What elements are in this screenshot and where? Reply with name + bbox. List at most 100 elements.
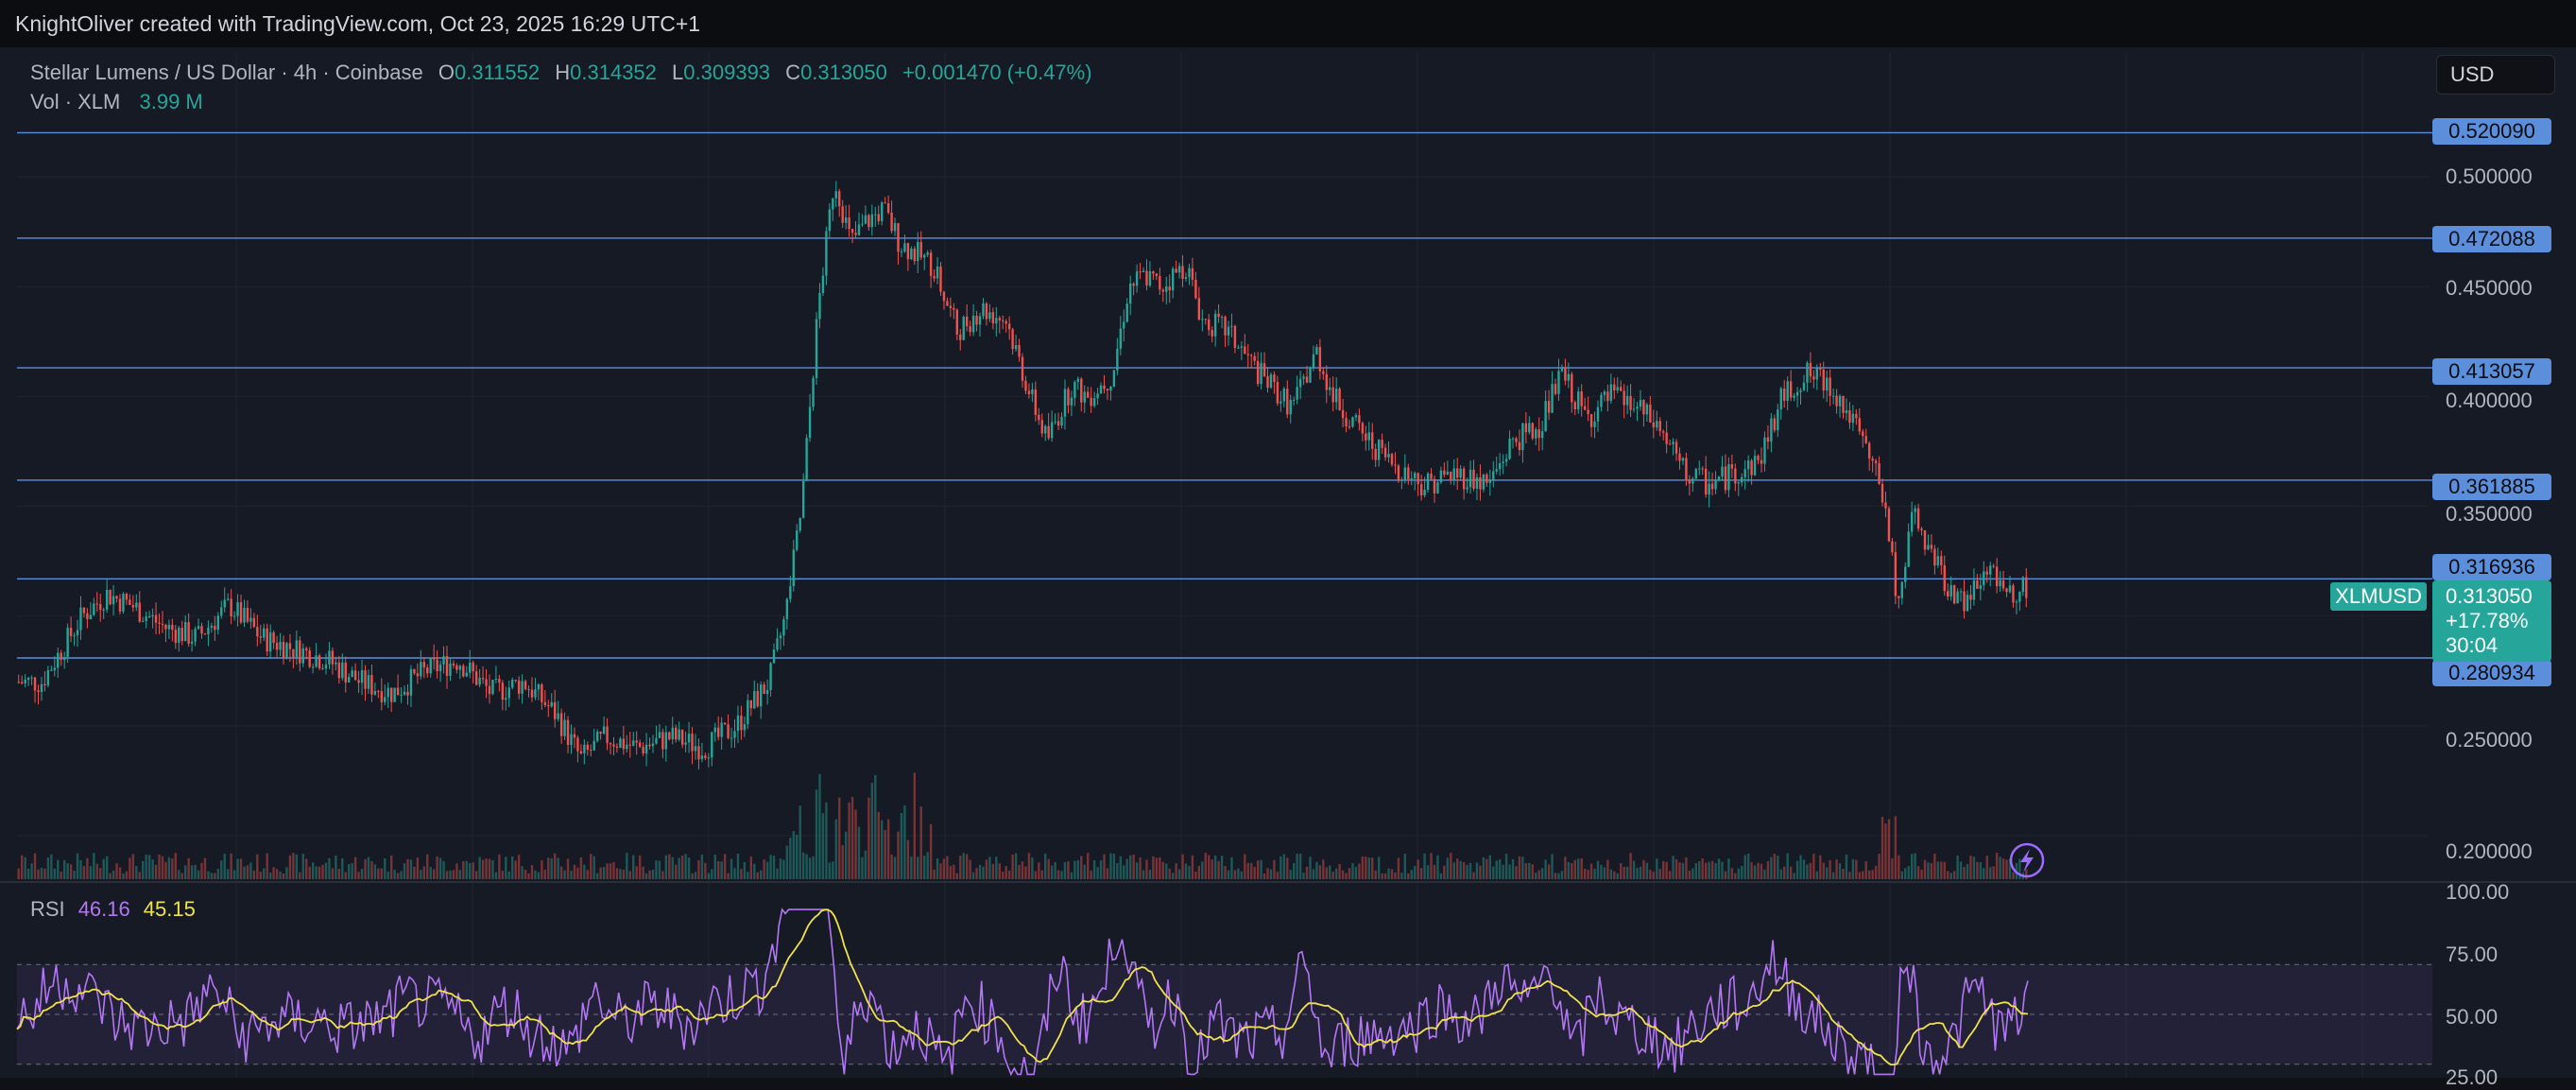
volume-bar (46, 856, 50, 879)
volume-bar (1632, 860, 1636, 879)
candle-body (1976, 580, 1979, 589)
currency-selector[interactable]: USD (2436, 55, 2555, 95)
candle-body (1891, 541, 1894, 553)
volume-bar (109, 873, 112, 879)
volume-bar (1535, 873, 1537, 879)
lightning-bolt-icon (2009, 842, 2045, 878)
candle-body (1495, 469, 1498, 472)
volume-bar (171, 858, 174, 879)
candle-body (282, 641, 285, 659)
candle-body (498, 678, 501, 683)
volume-bar (203, 857, 207, 879)
candle-body (1142, 270, 1145, 272)
volume-bar (622, 870, 626, 879)
volume-bar (1661, 860, 1665, 879)
volume-bar (1475, 862, 1479, 879)
candle-body (318, 655, 321, 668)
candle-body (592, 740, 595, 751)
candle-body (295, 640, 299, 658)
candle-body (1547, 401, 1551, 413)
volume-bar (1717, 858, 1721, 879)
volume-bar (1459, 860, 1462, 879)
candle-body (1540, 431, 1544, 439)
candle-body (753, 690, 756, 709)
candle-body (789, 586, 792, 599)
volume-bar (1593, 868, 1596, 879)
level-tag[interactable]: 0.316936 (2432, 554, 2551, 580)
volume-bar (514, 860, 517, 879)
volume-bar (1439, 873, 1443, 879)
level-tag[interactable]: 0.280934 (2432, 660, 2551, 686)
volume-bar (557, 857, 559, 879)
volume-bar (1096, 867, 1099, 879)
candle-body (1456, 468, 1459, 478)
candle-body (1224, 317, 1227, 336)
candle-body (514, 679, 517, 681)
candle-body (1661, 431, 1665, 433)
volume-bar (881, 820, 884, 879)
candle-body (275, 643, 279, 650)
candle-body (436, 659, 438, 672)
candle-body (1446, 471, 1450, 476)
volume-bar (474, 871, 478, 879)
candle-body (1518, 441, 1521, 451)
volume-bar (1692, 868, 1694, 879)
chart-area[interactable] (0, 47, 2576, 1078)
candle-body (1864, 436, 1867, 443)
volume-bar (576, 867, 579, 879)
candle-body (890, 212, 893, 232)
volume-bar (583, 864, 586, 879)
volume-bar (684, 854, 687, 879)
volume-bar (50, 854, 53, 879)
volume-bar (759, 870, 763, 879)
candle-body (1436, 482, 1439, 493)
volume-bar (586, 870, 589, 879)
volume-bar (2005, 859, 2008, 879)
volume-bar (864, 850, 867, 879)
level-tag[interactable]: 0.472088 (2432, 226, 2551, 252)
candle-body (1191, 268, 1194, 280)
candle-body (1867, 442, 1871, 459)
candle-body (465, 672, 468, 677)
candle-body (1159, 276, 1161, 290)
candle-body (900, 251, 903, 253)
volume-bar (1139, 857, 1142, 879)
level-tag[interactable]: 0.413057 (2432, 358, 2551, 385)
candle-body (1397, 465, 1400, 481)
volume-bar (197, 870, 200, 879)
level-tag[interactable]: 0.520090 (2432, 118, 2551, 145)
candle-body (1858, 418, 1862, 432)
candle-body (805, 438, 808, 481)
y-tick-label: 0.400000 (2446, 389, 2533, 412)
volume-bar (1983, 868, 1985, 879)
candle-body (1880, 483, 1884, 503)
volume-bar (707, 873, 711, 879)
candle-body (1201, 319, 1204, 320)
candle-body (1642, 400, 1645, 415)
candle-body (1596, 407, 1600, 422)
volume-bar (236, 858, 239, 879)
volume-bar (1554, 873, 1557, 879)
candle-body (178, 628, 180, 643)
candle-body (559, 713, 563, 736)
candle-body (1135, 271, 1139, 286)
candle-body (1286, 389, 1289, 415)
volume-bar (1472, 872, 1475, 879)
candle-body (57, 652, 60, 668)
volume-bar (1629, 853, 1632, 879)
candle-body (1927, 545, 1930, 550)
volume-bar (416, 857, 420, 879)
volume-bar (1224, 865, 1227, 879)
candle-body (1322, 371, 1325, 374)
candle-body (2025, 577, 2028, 598)
volume-bar (1760, 863, 1763, 879)
candle-body (1589, 414, 1593, 427)
volume-bar (158, 854, 161, 879)
volume-bar (1551, 854, 1554, 879)
volume-bar (89, 866, 93, 879)
level-tag[interactable]: 0.361885 (2432, 474, 2551, 500)
volume-bar (1799, 855, 1802, 879)
volume-bar (498, 854, 501, 879)
volume-bar (1763, 869, 1766, 879)
candle-body (1468, 469, 1472, 488)
